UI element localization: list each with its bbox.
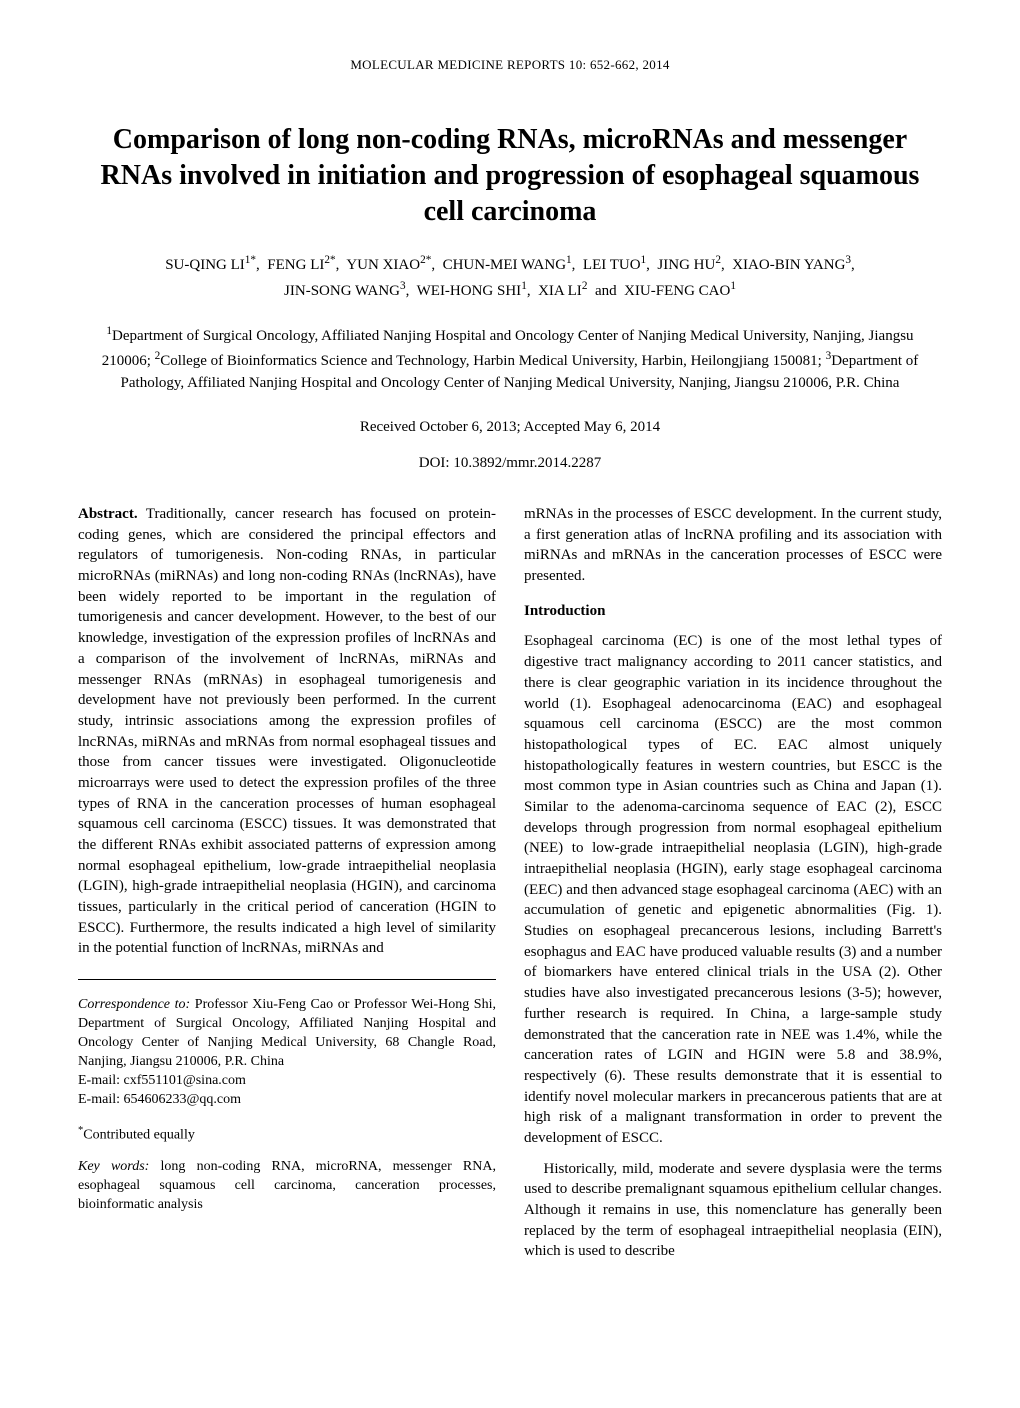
affiliations: 1Department of Surgical Oncology, Affili… xyxy=(90,323,930,394)
authors-line: SU-QING LI1*, FENG LI2*, YUN XIAO2*, CHU… xyxy=(78,251,942,303)
correspondence-label: Correspondence to: xyxy=(78,997,190,1012)
running-head: MOLECULAR MEDICINE REPORTS 10: 652-662, … xyxy=(78,56,942,74)
abstract-text-part2: mRNAs in the processes of ESCC developme… xyxy=(524,504,942,587)
abstract-block: Abstract. Traditionally, cancer research… xyxy=(78,504,496,959)
correspondence-email-1: E-mail: cxf551101@sina.com xyxy=(78,1073,246,1088)
introduction-paragraph-2: Historically, mild, moderate and severe … xyxy=(524,1159,942,1262)
keywords-label: Key words: xyxy=(78,1159,149,1174)
introduction-heading: Introduction xyxy=(524,601,942,622)
correspondence-email-2: E-mail: 654606233@qq.com xyxy=(78,1092,241,1107)
horizontal-rule xyxy=(78,979,496,980)
left-column-footer: Correspondence to: Professor Xiu-Feng Ca… xyxy=(78,979,496,1215)
abstract-heading: Abstract. xyxy=(78,506,138,522)
two-column-body: Abstract. Traditionally, cancer research… xyxy=(78,504,942,1262)
article-title: Comparison of long non-coding RNAs, micr… xyxy=(100,122,920,229)
asterisk-icon: * xyxy=(78,1125,83,1136)
keywords-block: Key words: long non-coding RNA, microRNA… xyxy=(78,1158,496,1215)
correspondence-block: Correspondence to: Professor Xiu-Feng Ca… xyxy=(78,996,496,1109)
contributed-equally: **Contributed equallyContributed equally xyxy=(78,1124,496,1145)
doi-line: DOI: 10.3892/mmr.2014.2287 xyxy=(78,453,942,474)
introduction-paragraph-1: Esophageal carcinoma (EC) is one of the … xyxy=(524,631,942,1148)
abstract-text-part1: Traditionally, cancer research has focus… xyxy=(78,506,496,956)
received-accepted-dates: Received October 6, 2013; Accepted May 6… xyxy=(78,417,942,438)
